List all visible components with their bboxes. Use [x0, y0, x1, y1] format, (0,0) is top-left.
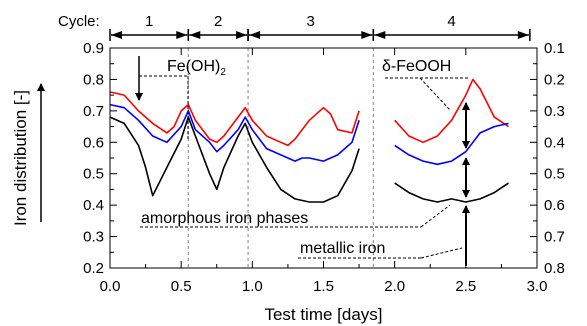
- y-tick-label: 0.9: [83, 40, 104, 57]
- series-1-line-segment-1: [109, 91, 360, 147]
- y-tick-label: 0.3: [83, 229, 104, 246]
- y-axis: 0.2 0.3 0.4 0.5 0.6 0.7 0.8 0.9: [83, 40, 117, 277]
- x-tick-label: 2.0: [384, 278, 405, 295]
- cycle-1-right-arrowhead: [176, 31, 188, 39]
- y2-axis: 0.8 0.7 0.6 0.5 0.4 0.3 0.2 0.1: [530, 40, 565, 277]
- y2-tick-label: 0.4: [544, 134, 565, 151]
- y2-tick-label: 0.3: [544, 103, 565, 120]
- cycle-4-right-arrowhead: [517, 31, 529, 39]
- y2-tick-label: 0.1: [544, 40, 565, 57]
- y-axis-label: Iron distribution [-]: [11, 90, 30, 226]
- amorphous-label: amorphous iron phases: [141, 210, 308, 227]
- cycle-1-left-arrowhead: [111, 31, 122, 39]
- y-tick-label: 0.8: [83, 71, 104, 88]
- cycle-4-label: 4: [447, 13, 455, 30]
- series-2-line-segment-2: [394, 122, 509, 166]
- cycle-2-label: 2: [214, 13, 222, 30]
- cycle-2-left-arrowhead: [189, 31, 201, 39]
- metallic-label: metallic iron: [300, 240, 385, 257]
- x-axis-label: Test time [days]: [264, 305, 382, 324]
- cycle-3-left-arrowhead: [249, 31, 261, 39]
- cycle-bar: Cycle: 1 2 3 4: [58, 13, 531, 41]
- cycle-label: Cycle:: [58, 13, 100, 30]
- cycle-2-right-arrowhead: [236, 31, 248, 39]
- x-tick-label: 0.5: [171, 278, 192, 295]
- y2-tick-label: 0.8: [544, 260, 565, 277]
- annotations: Fe(OH)2 δ-FeOOH amorphous iron phases me…: [141, 58, 451, 257]
- cycle-dividers: [187, 48, 374, 268]
- series-3-line-segment-2: [394, 182, 509, 203]
- feoh2-label: Fe(OH)2: [167, 58, 226, 78]
- y2-tick-label: 0.2: [544, 71, 565, 88]
- series-1-line-segment-2: [394, 78, 509, 144]
- series-2-line-segment-1: [109, 103, 360, 162]
- data-series: [109, 78, 509, 203]
- y2-tick-label: 0.5: [544, 166, 565, 183]
- metallic-dashed-diagonal: [420, 247, 463, 259]
- x-axis: 0.0 0.5 1.0 1.5 2.0 2.5 3.0: [100, 48, 548, 295]
- feooh-label: δ-FeOOH: [382, 58, 451, 75]
- series-3-line-segment-1: [109, 116, 360, 203]
- x-tick-label: 1.5: [313, 278, 334, 295]
- annotation-guides: [37, 56, 470, 266]
- y2-tick-label: 0.6: [544, 197, 565, 214]
- y2-tick-label: 0.7: [544, 229, 565, 246]
- feooh-dashed-diagonal: [419, 77, 451, 111]
- x-tick-label: 1.0: [242, 278, 263, 295]
- y-tick-label: 0.5: [83, 166, 104, 183]
- amorphous-dashed-diagonal: [420, 204, 451, 228]
- x-tick-label: 3.0: [527, 278, 548, 295]
- y-tick-label: 0.4: [83, 197, 104, 214]
- cycle-3-label: 3: [307, 13, 315, 30]
- y-tick-label: 0.2: [83, 260, 104, 277]
- cycle-1-label: 1: [145, 13, 153, 30]
- cycle-4-left-arrowhead: [374, 31, 386, 39]
- x-tick-label: 0.0: [100, 278, 121, 295]
- x-tick-label: 2.5: [455, 278, 476, 295]
- y-tick-label: 0.6: [83, 134, 104, 151]
- y-tick-label: 0.7: [83, 103, 104, 120]
- cycle-3-right-arrowhead: [361, 31, 373, 39]
